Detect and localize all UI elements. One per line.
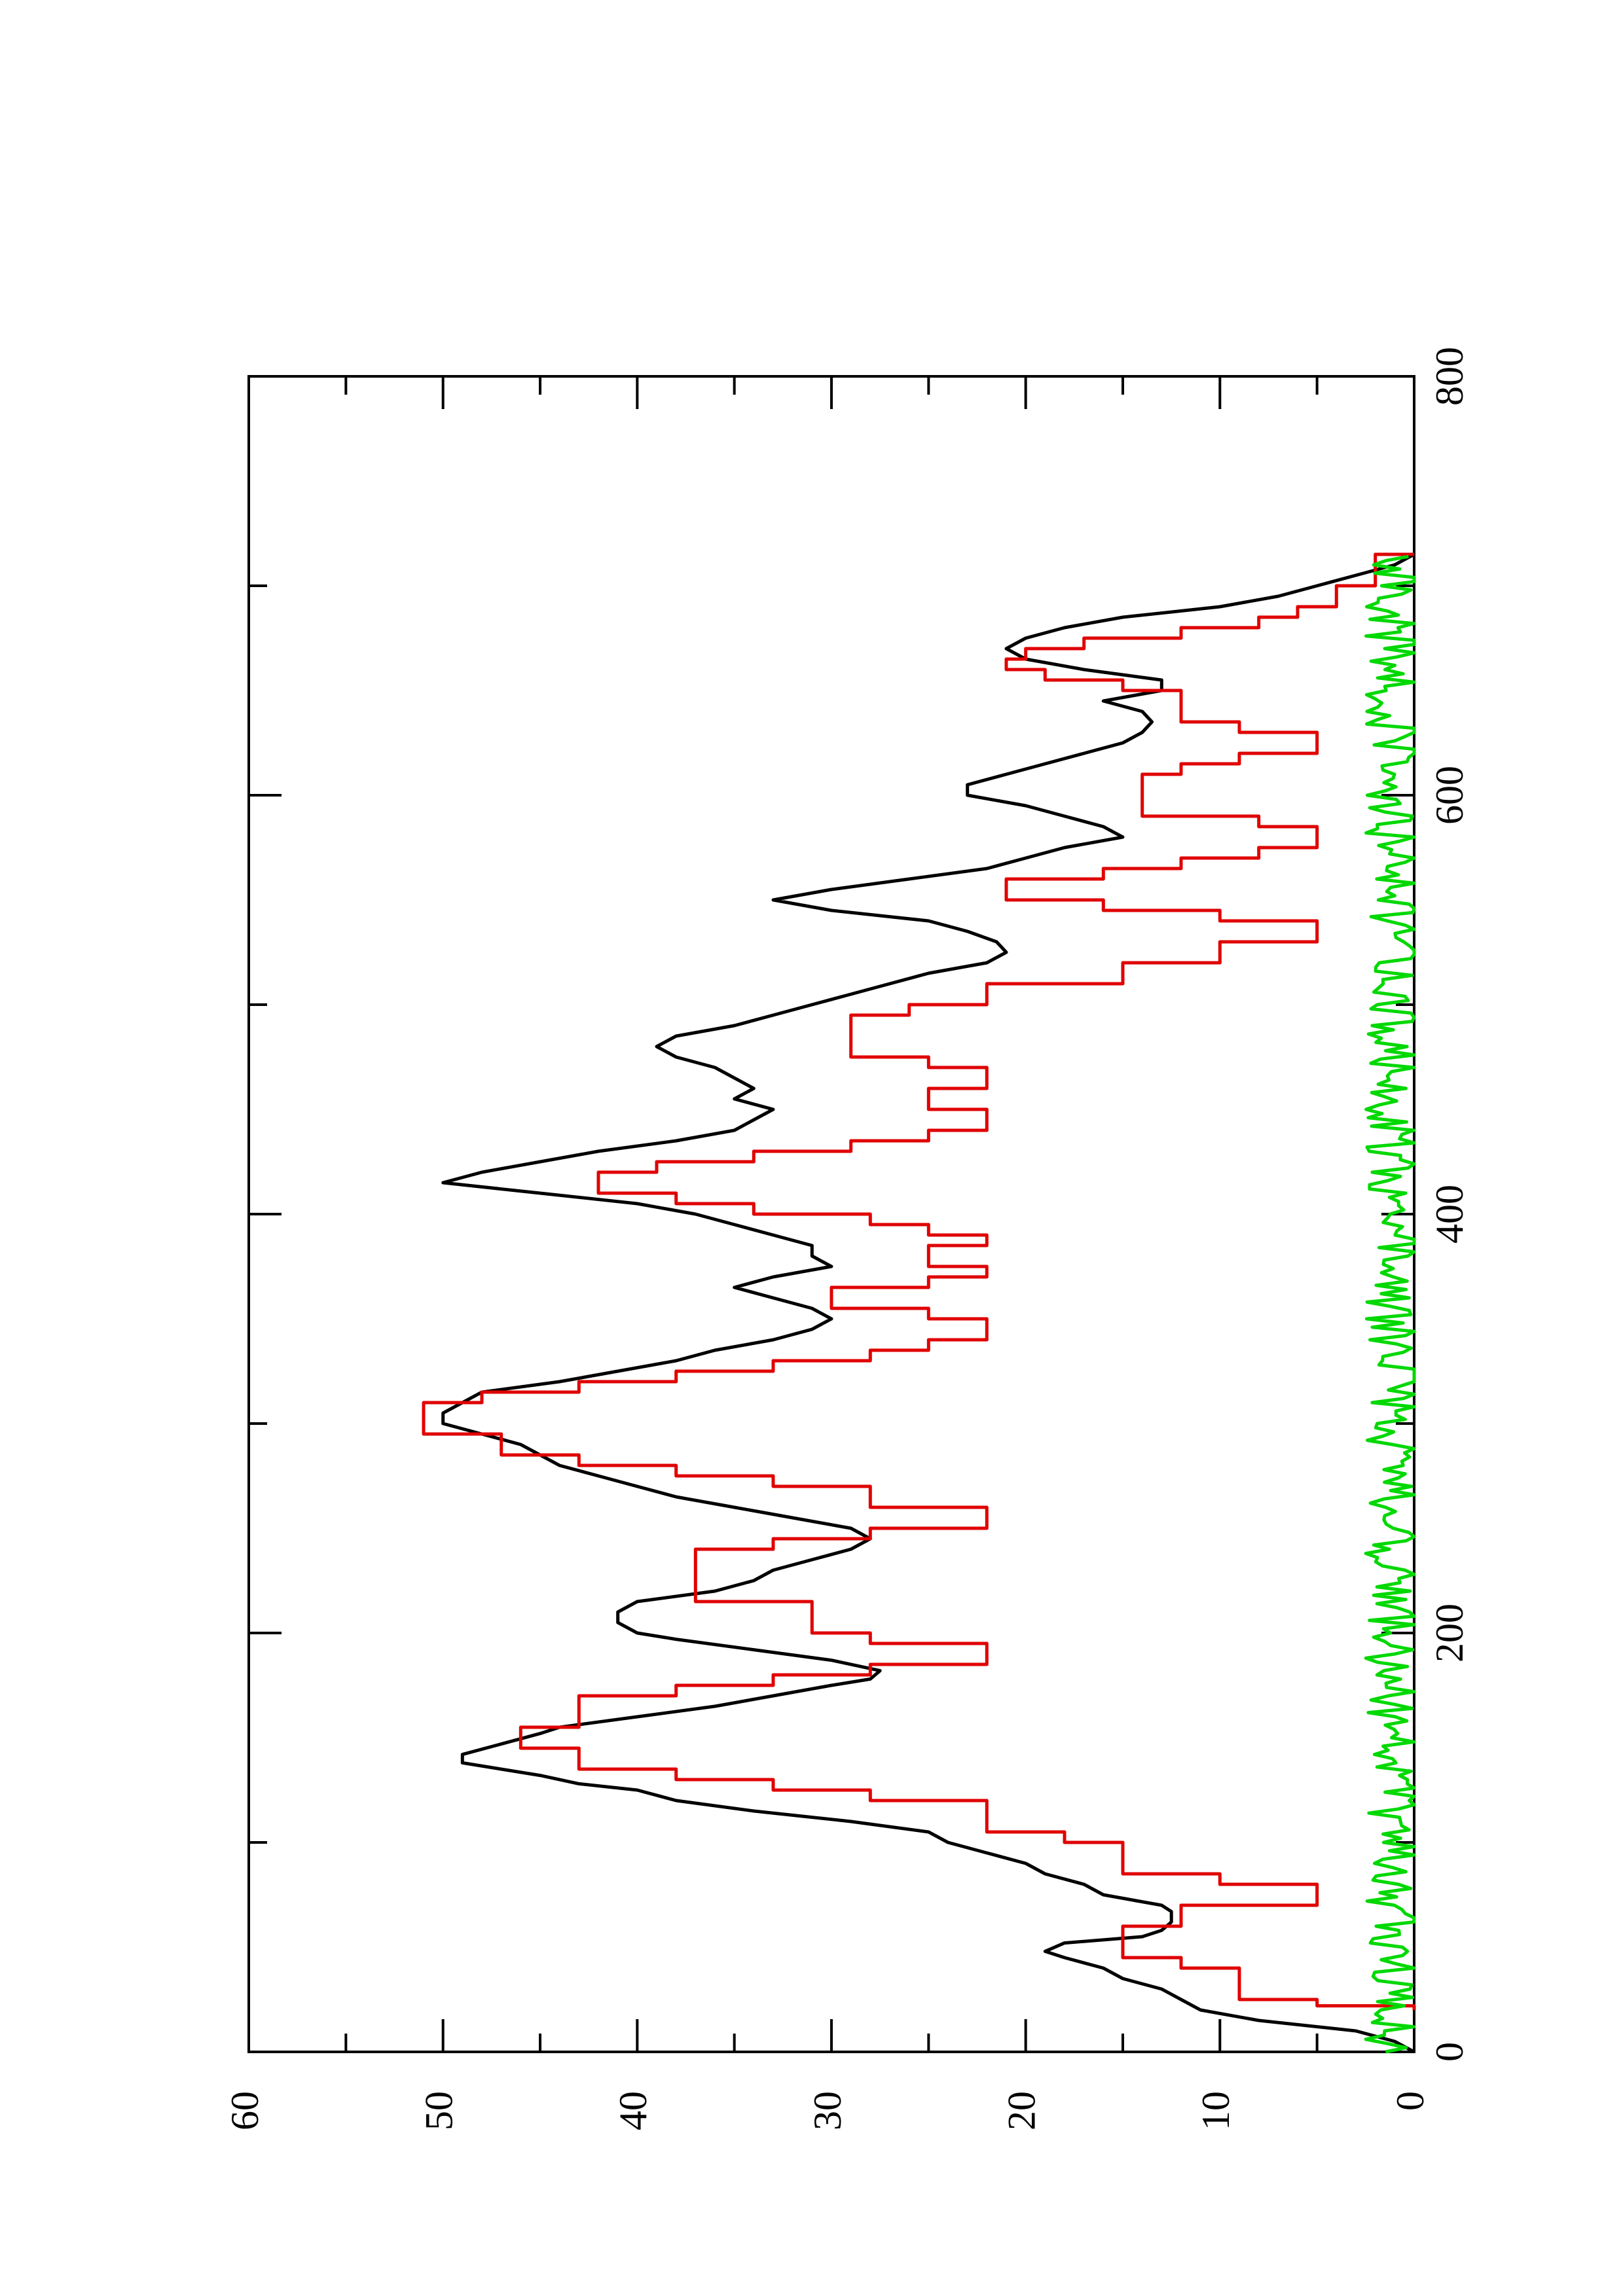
x-tick-label: 600: [1428, 766, 1471, 825]
y-tick-label: 30: [806, 2091, 849, 2130]
y-tick-label: 20: [1000, 2091, 1043, 2130]
x-tick-label: 800: [1428, 347, 1471, 406]
y-tick-label: 60: [223, 2091, 266, 2130]
y-tick-label: 0: [1389, 2091, 1432, 2111]
series-line-3: [1364, 554, 1416, 2054]
x-tick-label: 0: [1428, 2042, 1471, 2062]
y-axis-ticks: 0 10 20 30 40 50 60: [223, 376, 1432, 2130]
y-tick-label: 40: [611, 2091, 655, 2130]
series-line-1: [441, 552, 1415, 2054]
y-tick-label: 10: [1194, 2091, 1237, 2130]
series-layer: [422, 552, 1416, 2054]
x-tick-label: 400: [1428, 1185, 1471, 1244]
x-axis-ticks: 0 200 400 600 800: [249, 347, 1471, 2062]
x-tick-label: 200: [1428, 1604, 1471, 1662]
series-line-2: [422, 552, 1416, 2010]
y-tick-label: 50: [417, 2091, 460, 2130]
